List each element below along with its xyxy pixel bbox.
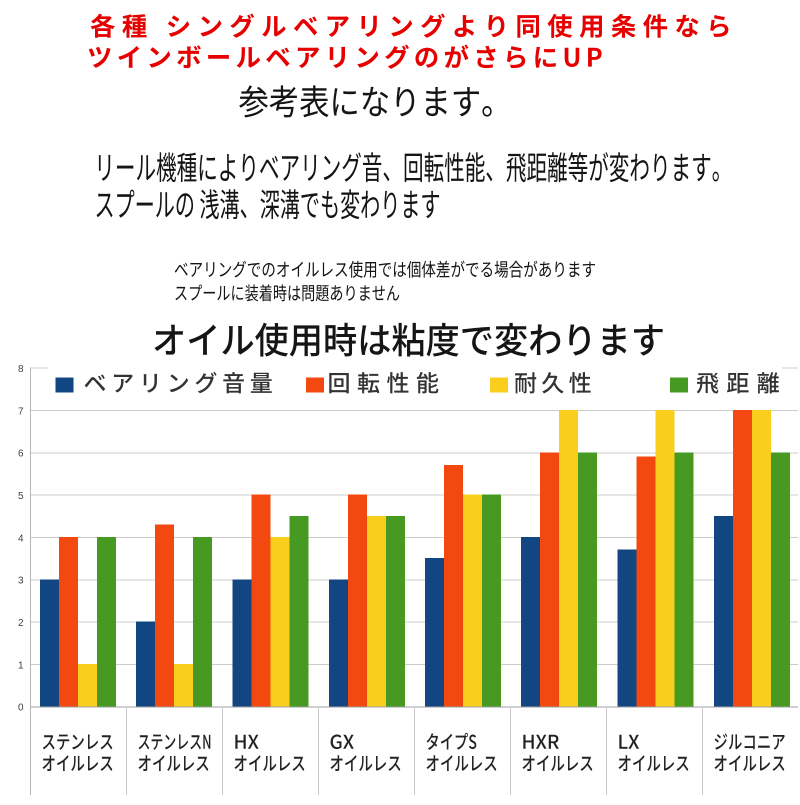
svg-text:7: 7 bbox=[18, 406, 24, 417]
svg-text:5: 5 bbox=[18, 491, 24, 502]
svg-text:0: 0 bbox=[18, 703, 24, 714]
svg-text:6: 6 bbox=[18, 449, 24, 460]
svg-text:2: 2 bbox=[18, 618, 24, 629]
svg-text:4: 4 bbox=[18, 533, 24, 544]
svg-text:1: 1 bbox=[18, 660, 24, 671]
svg-text:3: 3 bbox=[18, 576, 24, 587]
svg-text:8: 8 bbox=[18, 364, 24, 375]
